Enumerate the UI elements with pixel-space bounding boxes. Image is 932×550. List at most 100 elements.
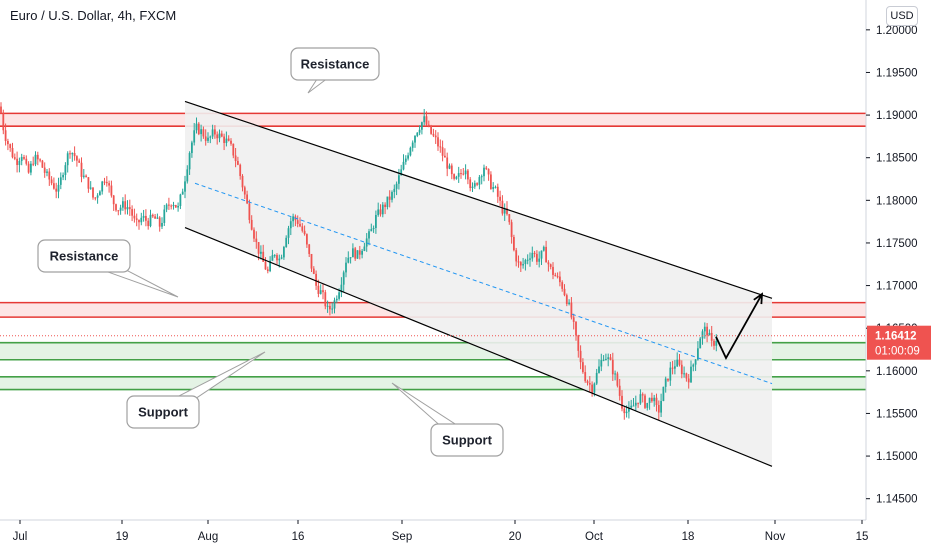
candle-body [347, 257, 350, 263]
candle-body [179, 194, 182, 206]
callout-box[interactable] [126, 395, 200, 429]
candle-body [641, 394, 644, 396]
candle-body [662, 386, 665, 401]
candle-body [168, 204, 170, 206]
candle-body [467, 170, 469, 180]
candle-body [243, 187, 246, 195]
candle-body [506, 208, 508, 215]
symbol-title: Euro / U.S. Dollar, 4h, FXCM [10, 8, 177, 23]
candle-body [492, 187, 495, 189]
candle-body [404, 158, 407, 162]
candle-body [494, 186, 497, 188]
candle-body [588, 383, 591, 385]
candle-body [561, 282, 564, 289]
candle-body [262, 251, 265, 262]
candle-body [363, 246, 366, 251]
candle-body [193, 130, 196, 143]
candle-body [384, 204, 386, 208]
candle-body [575, 321, 577, 336]
candle-body [27, 163, 30, 173]
candle-body [409, 147, 412, 156]
time-tick-label: 15 [856, 531, 869, 543]
candle-body [526, 259, 529, 261]
candle-body [324, 292, 327, 307]
candle-body [312, 268, 315, 274]
candle-body [41, 160, 44, 168]
candle-body [356, 250, 359, 259]
candle-body [342, 272, 345, 285]
candle-body [416, 132, 419, 136]
time-tick-label: 16 [292, 531, 305, 543]
callout-box[interactable] [430, 423, 504, 457]
candle-body [381, 204, 384, 215]
currency-button[interactable]: USD [886, 6, 918, 26]
candle-body [538, 258, 541, 262]
candle-body [220, 133, 223, 137]
candle-body [71, 153, 74, 155]
callout-box[interactable] [290, 47, 380, 81]
candle-body [289, 221, 292, 229]
resistance-zone [0, 113, 866, 127]
candle-body [255, 238, 258, 243]
candle-body [105, 181, 108, 184]
candle-body [644, 395, 646, 408]
candle-body [595, 372, 598, 384]
candle-body [676, 359, 679, 367]
candle-body [59, 177, 62, 185]
candle-body [464, 170, 467, 175]
candle-body [301, 226, 304, 231]
candle-body [480, 176, 483, 178]
candle-body [96, 195, 99, 198]
candle-body [434, 135, 437, 138]
price-tick-label: 1.17500 [876, 238, 918, 250]
candle-body [149, 214, 152, 227]
candle-body [230, 140, 232, 144]
candle-body [554, 274, 557, 277]
candle-body [444, 155, 446, 158]
candle-body [593, 383, 596, 393]
candle-body [340, 284, 343, 293]
candle-body [246, 194, 248, 204]
candle-body [165, 204, 168, 210]
price-tick-label: 1.18500 [876, 153, 918, 165]
candle-body [13, 157, 16, 159]
candle-body [671, 367, 674, 369]
candle-body [607, 357, 610, 359]
time-tick-label: 20 [509, 531, 522, 543]
candle-body [18, 161, 21, 166]
candle-body [690, 366, 692, 383]
candle-body [469, 179, 472, 189]
candle-body [565, 295, 568, 305]
candle-body [522, 264, 524, 266]
candle-body [269, 260, 271, 272]
channel-lower-line [184, 227, 773, 467]
candle-body [657, 405, 660, 413]
candle-body [485, 167, 488, 169]
price-tick-label: 1.15000 [876, 451, 918, 463]
candle-body [191, 142, 193, 154]
callout-box[interactable] [37, 239, 131, 273]
candle-body [365, 238, 368, 247]
candle-body [80, 162, 83, 177]
candle-body [16, 158, 18, 166]
candle-body [513, 237, 515, 251]
candle-body [572, 317, 575, 322]
candle-body [23, 157, 25, 159]
channel-area [185, 101, 772, 467]
candle-body [372, 227, 375, 230]
candle-body [36, 154, 39, 160]
candle-body [432, 133, 435, 136]
candle-body [156, 217, 159, 219]
candle-body [66, 153, 69, 166]
candle-body [271, 255, 274, 261]
candle-body [234, 155, 237, 161]
candle-body [53, 183, 55, 189]
candle-body [655, 397, 658, 406]
candle-body [285, 237, 288, 248]
candle-body [519, 262, 522, 266]
candle-body [510, 222, 513, 238]
candle-body [115, 204, 117, 211]
callouts-layer[interactable]: Resistance Resistance Support Support [37, 47, 504, 457]
candle-body [317, 285, 320, 294]
